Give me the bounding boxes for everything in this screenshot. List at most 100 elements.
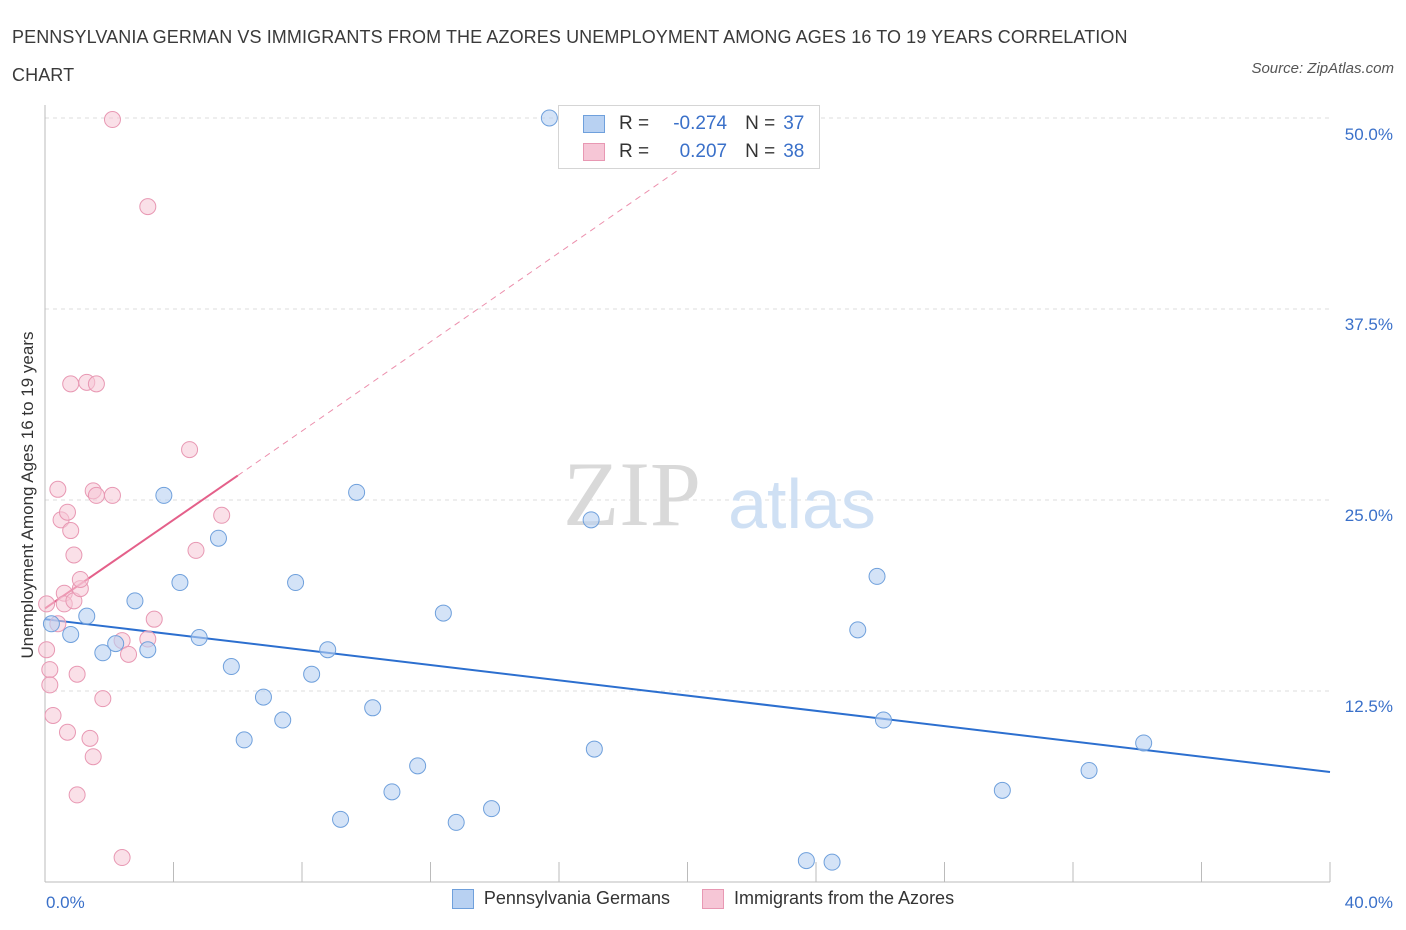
r-label: R = (619, 141, 650, 162)
azores-point (65, 546, 83, 564)
watermark-atlas: atlas (728, 465, 876, 543)
legend-item-pennsylvania-germans: Pennsylvania Germans (451, 888, 670, 909)
pennsylvania-german-point (107, 635, 125, 653)
pennsylvania-german-point (348, 483, 366, 501)
series-legend: Pennsylvania Germans Immigrants from the… (0, 888, 1406, 909)
n-label: N = (745, 141, 776, 162)
tick-labels: 12.5% 25.0% 37.5% 50.0% 0.0% 40.0% (46, 125, 1393, 912)
pennsylvania-german-point (126, 592, 144, 610)
y-tick-label: 12.5% (1345, 697, 1393, 716)
pennsylvania-german-point (254, 688, 272, 706)
pennsylvania-german-point (42, 615, 60, 633)
pennsylvania-german-point (993, 781, 1011, 799)
pennsylvania-german-point (209, 529, 227, 547)
pennsylvania-german-point (434, 604, 452, 622)
azores-point (41, 661, 59, 679)
n-label: N = (745, 113, 776, 134)
pennsylvania-german-point (171, 574, 189, 592)
y-tick-label: 50.0% (1345, 125, 1393, 144)
pennsylvania-german-point (222, 658, 240, 676)
azores-point (38, 595, 56, 613)
azores-point (41, 676, 59, 694)
legend-label-blue: Pennsylvania Germans (483, 888, 670, 908)
blue-trend-line (44, 618, 1331, 773)
azores-point (68, 665, 86, 683)
azores-point (62, 522, 80, 540)
pennsylvania-german-point (409, 757, 427, 775)
pennsylvania-german-point (319, 641, 337, 659)
pennsylvania-german-point (364, 699, 382, 717)
legend-row-pink: R = 0.207 N = 38 (583, 139, 804, 165)
pink-trend-extension (237, 154, 701, 476)
azores-point (145, 610, 163, 628)
azores-point (213, 506, 231, 524)
azores-point (139, 198, 157, 216)
blue-r-value: -0.274 (673, 113, 728, 134)
y-tick-label: 37.5% (1345, 315, 1393, 334)
legend-row-blue: R = -0.274 N = 37 (583, 111, 804, 137)
pennsylvania-german-point (190, 629, 208, 647)
pennsylvania-german-point (849, 621, 867, 639)
x-tick-label: 40.0% (1345, 893, 1393, 912)
gridlines (45, 117, 1330, 692)
azores-point (49, 480, 67, 498)
azores-point (113, 849, 131, 867)
azores-point (84, 748, 102, 766)
pennsylvania-german-point (303, 665, 321, 683)
y-tick-label: 25.0% (1345, 506, 1393, 525)
pennsylvania-german-point (287, 574, 305, 592)
azores-point (87, 375, 105, 393)
watermark-zip: ZIP (563, 443, 701, 545)
azores-point (120, 645, 138, 663)
pennsylvania-german-point (483, 800, 501, 818)
pennsylvania-german-point (139, 641, 157, 659)
pennsylvania-german-point (332, 810, 350, 828)
azores-point (58, 723, 76, 741)
legend-item-azores: Immigrants from the Azores (702, 888, 954, 909)
legend-label-pink: Immigrants from the Azores (734, 888, 955, 908)
pink-swatch (583, 143, 605, 161)
blue-swatch (451, 888, 474, 909)
pennsylvania-german-point (868, 567, 886, 585)
azores-point (81, 729, 99, 747)
pennsylvania-german-point (94, 644, 112, 662)
pennsylvania-german-point (78, 607, 96, 625)
azores-point (62, 375, 80, 393)
azores-point (71, 570, 89, 588)
azores-point (103, 486, 121, 504)
azores-point (38, 641, 56, 659)
pennsylvania-german-point (383, 783, 401, 801)
data-points (38, 109, 1153, 871)
pennsylvania-german-point (62, 625, 80, 643)
pennsylvania-german-point (447, 813, 465, 831)
pennsylvania-german-point (235, 731, 253, 749)
pennsylvania-german-point (797, 852, 815, 870)
watermark: ZIP atlas (563, 443, 876, 545)
blue-n-value: 37 (783, 113, 805, 134)
pennsylvania-german-point (582, 511, 600, 529)
azores-point (68, 786, 86, 804)
r-label: R = (619, 113, 650, 134)
pennsylvania-german-point (274, 711, 292, 729)
pennsylvania-german-point (1080, 761, 1098, 779)
pink-swatch (702, 888, 724, 909)
source-note: Source: ZipAtlas.com (1251, 60, 1394, 77)
pennsylvania-german-point (585, 740, 603, 758)
axes (44, 105, 1331, 883)
azores-point (58, 503, 76, 521)
pennsylvania-german-point (823, 853, 841, 871)
pennsylvania-german-point (155, 486, 173, 504)
pink-r-value: 0.207 (679, 141, 728, 162)
azores-point (94, 690, 112, 708)
pink-n-value: 38 (783, 141, 805, 162)
azores-point (187, 541, 205, 559)
azores-point (44, 706, 62, 724)
correlation-legend: R = -0.274 N = 37 R = 0.207 N = 38 (558, 105, 820, 169)
pennsylvania-german-point (540, 109, 558, 127)
azores-point (181, 441, 199, 459)
x-tick-label: 0.0% (46, 893, 85, 912)
chart-title: PENNSYLVANIA GERMAN VS IMMIGRANTS FROM T… (12, 27, 1128, 85)
pennsylvania-german-point (874, 711, 892, 729)
azores-point (103, 111, 121, 129)
